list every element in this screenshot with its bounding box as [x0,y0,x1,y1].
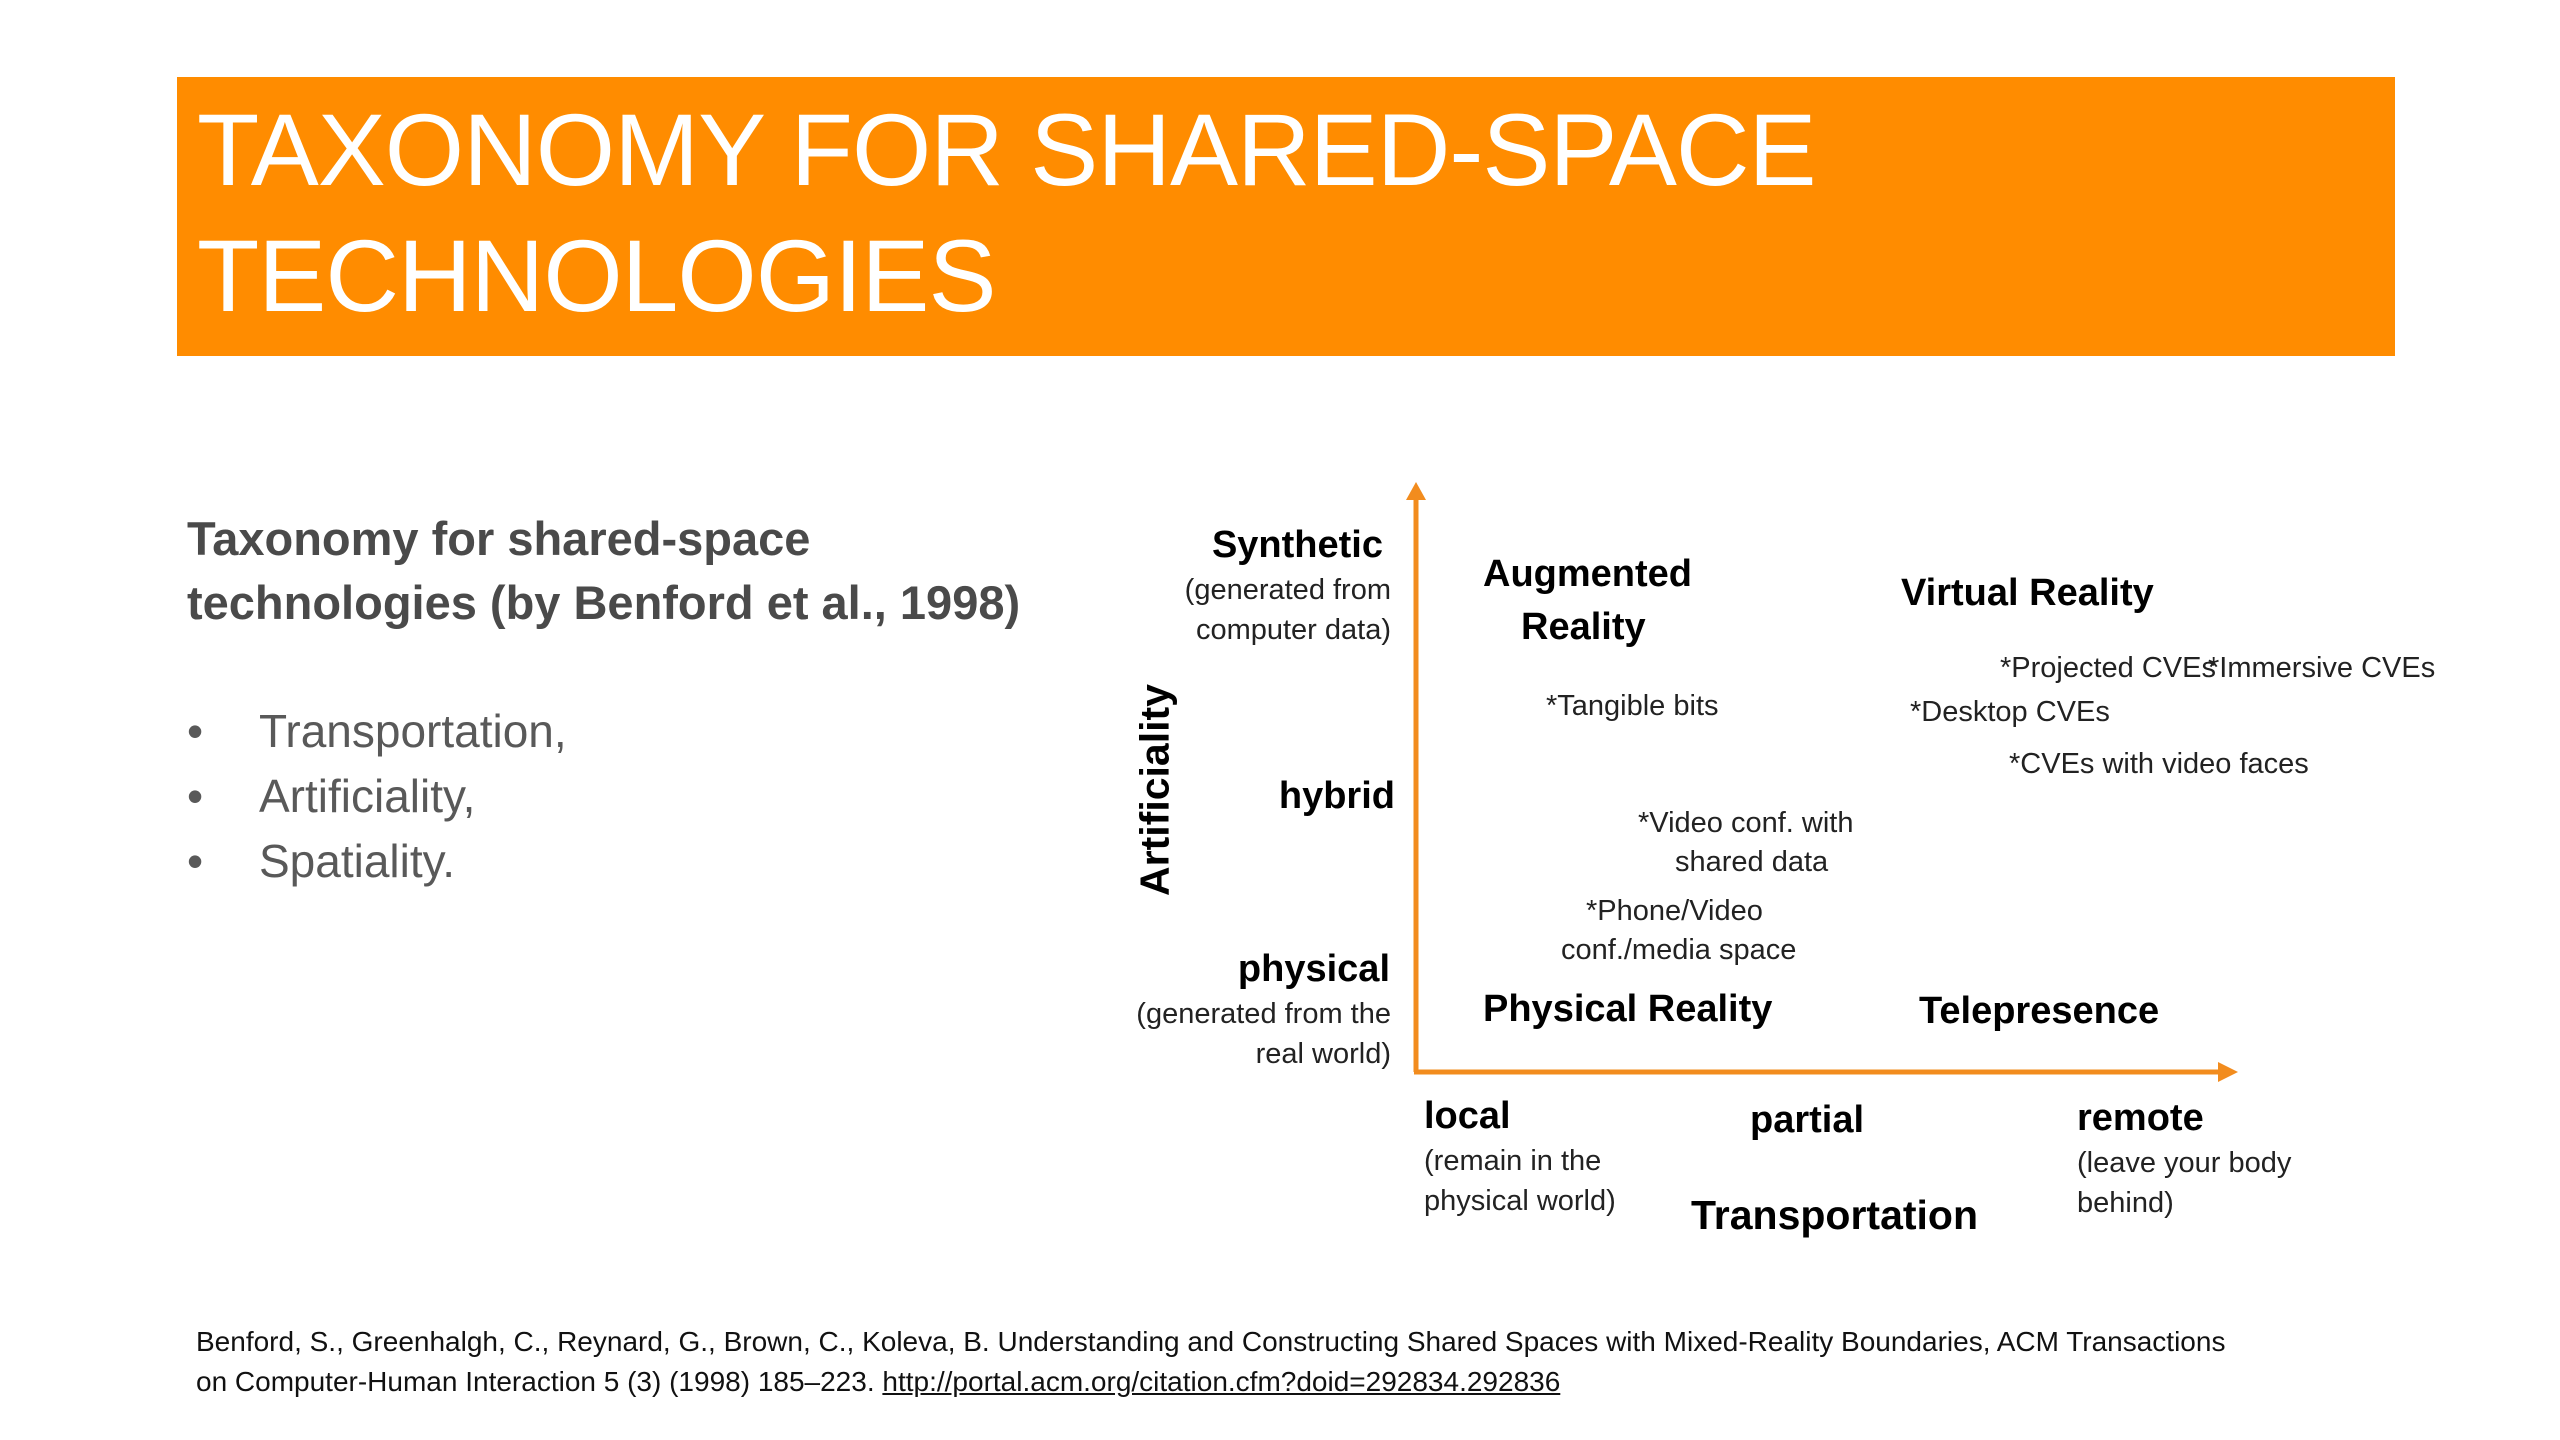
reference-link[interactable]: http://portal.acm.org/citation.cfm?doid=… [882,1366,1561,1397]
level-remote-note: behind) [2077,1187,2174,1219]
bullet-icon: • [187,770,204,822]
bullet-text: Artificiality, [259,770,476,822]
example-video-conf: *Video conf. with [1638,807,1854,839]
quadrant-virtual-reality: Virtual Reality [1901,572,2154,614]
level-local-note: physical world) [1424,1185,1616,1217]
reference-line-1: Benford, S., Greenhalgh, C., Reynard, G.… [196,1326,2226,1357]
x-axis-arrowhead [2218,1062,2238,1082]
example-video-conf: shared data [1675,846,1829,878]
y-axis-title: Artificiality [1131,684,1178,896]
slide-title-line-2: TECHNOLOGIES [197,219,996,333]
y-axis-arrowhead [1406,482,1426,500]
level-local-note: (remain in the [1424,1145,1602,1177]
level-partial: partial [1750,1099,1865,1141]
example-desktop-cves: *Desktop CVEs [1910,696,2110,728]
quadrant-telepresence: Telepresence [1919,990,2160,1032]
example-phone-video: *Phone/Video [1586,895,1763,927]
slide-title-line-1: TAXONOMY FOR SHARED-SPACE [197,93,1817,207]
example-tangible-bits: *Tangible bits [1546,690,1719,722]
example-immersive-cves: *Immersive CVEs [2208,652,2436,684]
reference-citation: Benford, S., Greenhalgh, C., Reynard, G.… [196,1322,2346,1402]
quadrant-augmented-reality: Augmented [1483,553,1692,595]
level-remote: remote [2077,1097,2204,1139]
example-cves-video-faces: *CVEs with video faces [2009,748,2309,780]
level-synthetic-note: computer data) [1195,614,1391,646]
quadrant-augmented-reality: Reality [1521,606,1646,648]
example-phone-video: conf./media space [1561,934,1797,966]
bullet-icon: • [187,705,204,757]
level-remote-note: (leave your body [2077,1147,2292,1179]
level-local: local [1424,1095,1511,1137]
level-physical-note: (generated from the [1136,998,1391,1030]
level-physical: physical [1237,948,1390,990]
bullet-text: Spatiality. [259,835,456,887]
title-banner: TAXONOMY FOR SHARED-SPACE TECHNOLOGIES [177,77,2395,356]
reference-line-2: on Computer-Human Interaction 5 (3) (199… [196,1362,2346,1402]
quadrant-physical-reality: Physical Reality [1483,988,1773,1030]
reference-text: on Computer-Human Interaction 5 (3) (199… [196,1366,883,1397]
bullet-icon: • [187,835,204,887]
subtitle-line-2: technologies (by Benford et al., 1998) [187,576,1021,629]
x-axis-title: Transportation [1691,1192,1979,1238]
level-synthetic-note: (generated from [1184,574,1391,606]
subtitle-line-1: Taxonomy for shared-space [187,512,811,565]
level-synthetic: Synthetic [1211,524,1383,566]
level-physical-note: real world) [1255,1038,1391,1070]
example-projected-cves: *Projected CVEs [2000,652,2216,684]
bullet-text: Transportation, [259,705,567,757]
level-hybrid: hybrid [1278,775,1395,817]
